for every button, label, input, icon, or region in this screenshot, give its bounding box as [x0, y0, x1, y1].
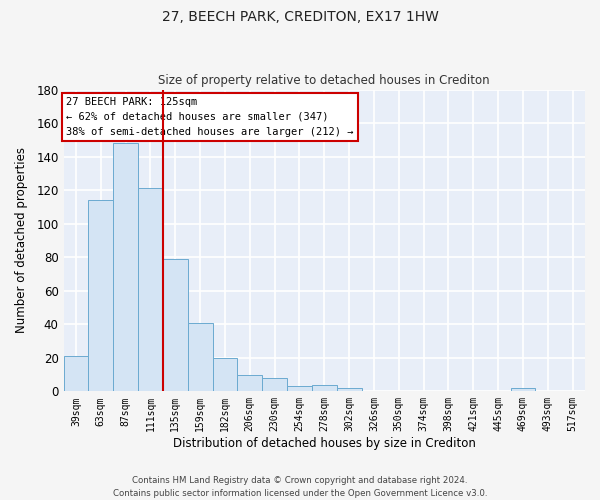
Bar	[337, 388, 362, 392]
Bar	[88, 200, 113, 392]
Text: Contains HM Land Registry data © Crown copyright and database right 2024.
Contai: Contains HM Land Registry data © Crown c…	[113, 476, 487, 498]
Bar	[188, 322, 212, 392]
Bar	[138, 188, 163, 392]
Text: 27 BEECH PARK: 125sqm
← 62% of detached houses are smaller (347)
38% of semi-det: 27 BEECH PARK: 125sqm ← 62% of detached …	[66, 97, 353, 136]
X-axis label: Distribution of detached houses by size in Crediton: Distribution of detached houses by size …	[173, 437, 476, 450]
Bar	[238, 374, 262, 392]
Bar	[511, 388, 535, 392]
Text: 27, BEECH PARK, CREDITON, EX17 1HW: 27, BEECH PARK, CREDITON, EX17 1HW	[161, 10, 439, 24]
Bar	[163, 259, 188, 392]
Bar	[287, 386, 312, 392]
Bar	[113, 143, 138, 392]
Bar	[262, 378, 287, 392]
Bar	[212, 358, 238, 392]
Bar	[312, 384, 337, 392]
Bar	[64, 356, 88, 392]
Title: Size of property relative to detached houses in Crediton: Size of property relative to detached ho…	[158, 74, 490, 87]
Y-axis label: Number of detached properties: Number of detached properties	[15, 148, 28, 334]
